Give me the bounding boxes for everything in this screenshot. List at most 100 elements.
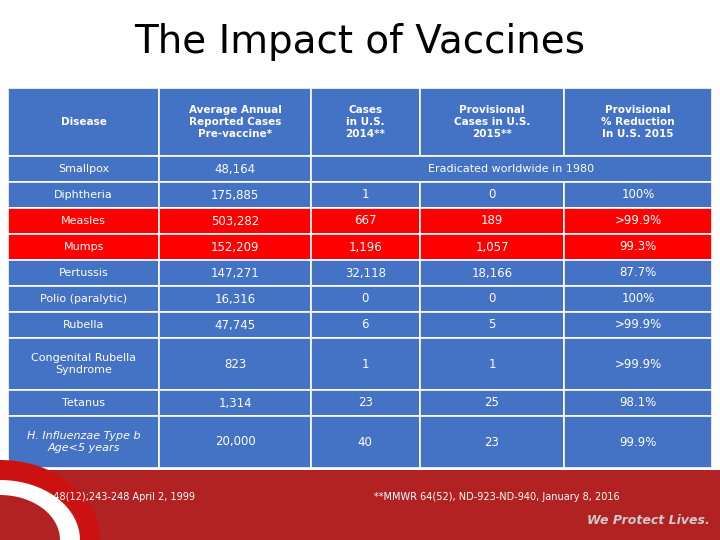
- Bar: [564, 208, 712, 234]
- Bar: [311, 88, 420, 156]
- Bar: [311, 234, 420, 260]
- Bar: [311, 338, 420, 390]
- Bar: [8, 390, 159, 416]
- Text: 23: 23: [485, 435, 500, 449]
- Text: Measles: Measles: [61, 216, 106, 226]
- Bar: [159, 390, 311, 416]
- Bar: [311, 156, 712, 182]
- Bar: [159, 286, 311, 312]
- Bar: [420, 338, 564, 390]
- Text: H. Influenzae Type b
Age<5 years: H. Influenzae Type b Age<5 years: [27, 431, 140, 453]
- Bar: [564, 312, 712, 338]
- Bar: [8, 182, 159, 208]
- Bar: [159, 88, 311, 156]
- Text: 823: 823: [224, 357, 246, 370]
- Text: 16,316: 16,316: [215, 293, 256, 306]
- Text: 5: 5: [488, 319, 495, 332]
- Text: Disease: Disease: [60, 117, 107, 127]
- Text: 47,745: 47,745: [215, 319, 256, 332]
- Text: Polio (paralytic): Polio (paralytic): [40, 294, 127, 304]
- Text: 6: 6: [361, 319, 369, 332]
- Text: **MMWR 64(52), ND-923-ND-940, January 8, 2016: **MMWR 64(52), ND-923-ND-940, January 8,…: [374, 491, 620, 502]
- Text: Rubella: Rubella: [63, 320, 104, 330]
- Bar: [8, 234, 159, 260]
- Bar: [8, 416, 159, 468]
- Bar: [0, 470, 720, 540]
- Text: The Impact of Vaccines: The Impact of Vaccines: [135, 23, 585, 61]
- Text: Pertussis: Pertussis: [59, 268, 109, 278]
- Bar: [420, 416, 564, 468]
- Bar: [311, 182, 420, 208]
- Text: 1: 1: [488, 357, 496, 370]
- Text: 100%: 100%: [621, 188, 654, 201]
- Bar: [420, 182, 564, 208]
- Text: 18,166: 18,166: [472, 267, 513, 280]
- Text: 0: 0: [361, 293, 369, 306]
- Bar: [420, 88, 564, 156]
- Bar: [564, 338, 712, 390]
- Text: 99.3%: 99.3%: [619, 240, 657, 253]
- Bar: [311, 416, 420, 468]
- Bar: [311, 208, 420, 234]
- Text: 667: 667: [354, 214, 377, 227]
- Text: Provisional
% Reduction
In U.S. 2015: Provisional % Reduction In U.S. 2015: [601, 105, 675, 139]
- Text: 98.1%: 98.1%: [619, 396, 657, 409]
- Text: 100%: 100%: [621, 293, 654, 306]
- Bar: [420, 260, 564, 286]
- Bar: [420, 390, 564, 416]
- Text: Tetanus: Tetanus: [62, 398, 105, 408]
- Text: 20,000: 20,000: [215, 435, 256, 449]
- Bar: [159, 416, 311, 468]
- Bar: [159, 234, 311, 260]
- Ellipse shape: [0, 460, 100, 540]
- Text: 1: 1: [361, 188, 369, 201]
- Bar: [564, 234, 712, 260]
- Text: Congenital Rubella
Syndrome: Congenital Rubella Syndrome: [31, 353, 136, 375]
- Text: 1: 1: [361, 357, 369, 370]
- Bar: [420, 208, 564, 234]
- Text: 147,271: 147,271: [211, 267, 259, 280]
- Bar: [564, 260, 712, 286]
- Bar: [8, 260, 159, 286]
- Text: 87.7%: 87.7%: [619, 267, 657, 280]
- Text: 1,057: 1,057: [475, 240, 509, 253]
- Bar: [311, 390, 420, 416]
- Text: 1,196: 1,196: [348, 240, 382, 253]
- Text: >99.9%: >99.9%: [614, 319, 662, 332]
- Bar: [311, 286, 420, 312]
- Bar: [420, 234, 564, 260]
- Text: 32,118: 32,118: [345, 267, 386, 280]
- Text: 0: 0: [488, 293, 495, 306]
- Text: Diphtheria: Diphtheria: [54, 190, 113, 200]
- Text: 189: 189: [481, 214, 503, 227]
- Bar: [8, 208, 159, 234]
- Text: >99.9%: >99.9%: [614, 214, 662, 227]
- Bar: [159, 156, 311, 182]
- Text: >99.9%: >99.9%: [614, 357, 662, 370]
- Text: Cases
in U.S.
2014**: Cases in U.S. 2014**: [346, 105, 385, 139]
- Bar: [159, 338, 311, 390]
- Text: 25: 25: [485, 396, 500, 409]
- Bar: [159, 260, 311, 286]
- Text: 23: 23: [358, 396, 373, 409]
- Bar: [311, 312, 420, 338]
- Bar: [8, 88, 159, 156]
- Text: 1,314: 1,314: [218, 396, 252, 409]
- Text: 175,885: 175,885: [211, 188, 259, 201]
- Text: Smallpox: Smallpox: [58, 164, 109, 174]
- Bar: [8, 338, 159, 390]
- Bar: [8, 286, 159, 312]
- Bar: [159, 312, 311, 338]
- Text: 0: 0: [488, 188, 495, 201]
- Text: *MMWR 48(12);243-248 April 2, 1999: *MMWR 48(12);243-248 April 2, 1999: [12, 491, 195, 502]
- Bar: [8, 156, 159, 182]
- Bar: [420, 286, 564, 312]
- Text: 503,282: 503,282: [211, 214, 259, 227]
- Bar: [564, 390, 712, 416]
- Text: 48,164: 48,164: [215, 163, 256, 176]
- Ellipse shape: [0, 480, 80, 540]
- Bar: [8, 312, 159, 338]
- Text: Provisional
Cases in U.S.
2015**: Provisional Cases in U.S. 2015**: [454, 105, 530, 139]
- Bar: [564, 182, 712, 208]
- Bar: [564, 416, 712, 468]
